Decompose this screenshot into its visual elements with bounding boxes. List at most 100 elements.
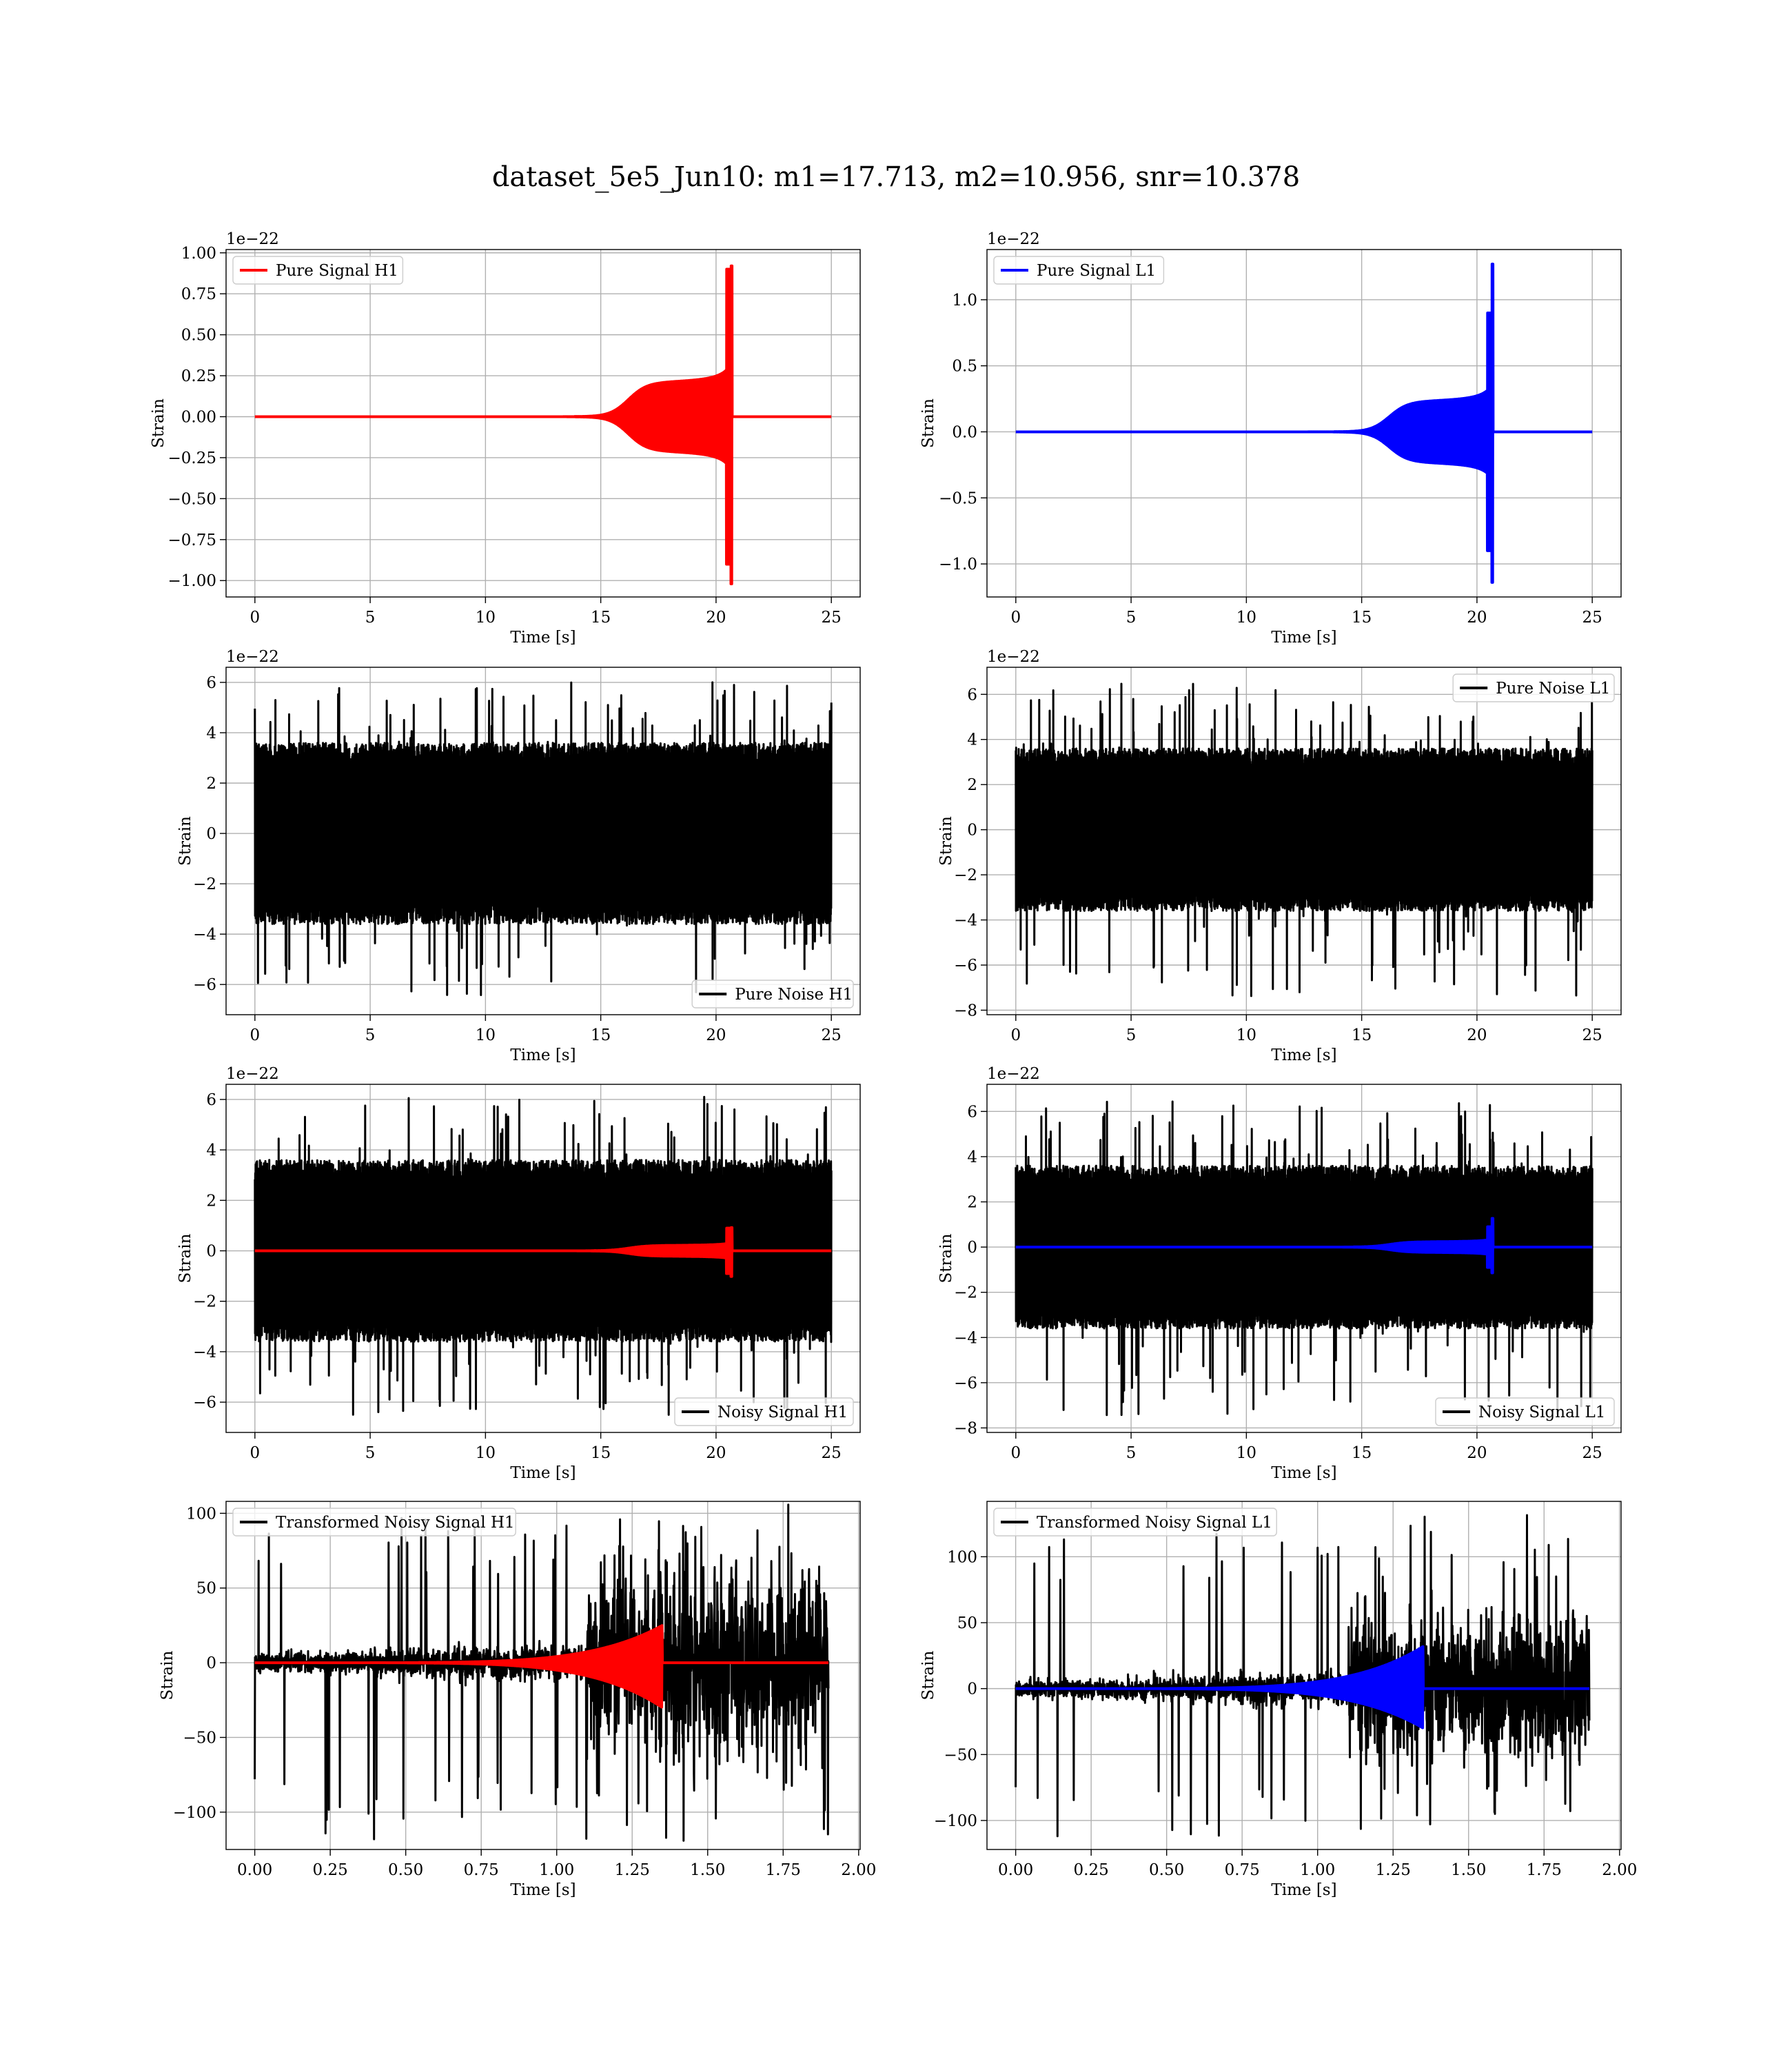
- x-tick-label: 25: [1582, 609, 1602, 627]
- subplots: 0 5 10 15 20 25−1.00−0.75−0.50−0.250.000.250.…: [150, 230, 1637, 1899]
- y-tick-label: 2: [967, 776, 977, 794]
- y-tick-label: −2: [193, 875, 216, 893]
- x-tick-label: 0: [1010, 609, 1021, 627]
- y-tick-label: 0.0: [952, 423, 977, 441]
- series-trans-h1-overlay-1: [254, 1624, 830, 1709]
- y-axis-label: Strain: [919, 398, 937, 448]
- y-tick-label: −100: [934, 1812, 977, 1830]
- x-axis-label: Time [s]: [1271, 629, 1336, 647]
- x-tick-label: 0.75: [1225, 1861, 1260, 1879]
- series-pure-signal-l1: [1015, 263, 1594, 584]
- y-tick-label: 0: [206, 1243, 216, 1261]
- x-tick-label: 15: [1352, 609, 1372, 627]
- x-tick-label: 0.50: [1149, 1861, 1184, 1879]
- y-tick-label: −0.25: [168, 449, 216, 467]
- legend-box: [674, 1397, 854, 1426]
- legend: Pure Signal H1: [232, 256, 404, 285]
- x-tick-label: 5: [1126, 1026, 1137, 1044]
- x-tick-label: 2.00: [1602, 1861, 1637, 1879]
- x-tick-label: 15: [591, 1444, 611, 1462]
- y-tick-label: −6: [954, 957, 977, 975]
- x-tick-label: 5: [365, 1444, 376, 1462]
- plot-area: [1015, 1100, 1594, 1417]
- legend-box: [232, 1508, 516, 1537]
- y-tick-label: 0.25: [181, 367, 216, 385]
- x-tick-label: 10: [476, 609, 496, 627]
- x-tick-label: 25: [1582, 1444, 1602, 1462]
- x-axis-label: Time [s]: [1271, 1046, 1336, 1064]
- series-trans-l1-overlay-1: [1015, 1645, 1591, 1730]
- legend-box: [1452, 673, 1615, 702]
- y-tick-label: 50: [196, 1580, 216, 1598]
- x-tick-label: 0.00: [237, 1861, 272, 1879]
- y-tick-label: 6: [206, 1091, 216, 1109]
- y-tick-label: 2: [206, 775, 216, 793]
- y-offset-text: 1e−22: [987, 230, 1040, 248]
- y-tick-label: −4: [954, 912, 977, 930]
- y-tick-label: −4: [954, 1329, 977, 1347]
- subplot-pure-l1: 0 5 10 15 20 25 −1.0 −0.5 0.0 0.5 1.0 Time [s] Strai…: [919, 230, 1622, 647]
- y-axis-label: Strain: [150, 398, 167, 448]
- legend-label: Noisy Signal L1: [1478, 1403, 1605, 1421]
- legend-box: [993, 1508, 1277, 1537]
- plot-area: [1015, 682, 1594, 997]
- x-tick-label: 0.00: [998, 1861, 1033, 1879]
- y-tick-label: −6: [954, 1375, 977, 1392]
- y-offset-text: 1e−22: [226, 230, 279, 248]
- y-tick-label: 0: [206, 825, 216, 843]
- x-tick-label: 15: [591, 1026, 611, 1044]
- y-tick-label: 0: [967, 1681, 977, 1699]
- x-tick-label: 20: [706, 1444, 726, 1462]
- y-tick-label: −1.00: [168, 572, 216, 590]
- legend-box: [993, 256, 1165, 285]
- y-tick-label: 0.5: [952, 358, 977, 376]
- legend-box: [232, 256, 404, 285]
- y-tick-label: −0.5: [939, 489, 977, 507]
- y-tick-label: 100: [186, 1505, 216, 1523]
- y-tick-label: 0: [967, 1239, 977, 1257]
- axes-frame: [986, 1084, 1622, 1433]
- axes-frame: [986, 1501, 1622, 1850]
- x-tick-label: 20: [1467, 609, 1487, 627]
- subplot-trans-h1: 0.00 0.25 0.50 0.75 1.00 1.25 1.50 1.75 2.00 −100…: [159, 1501, 876, 1899]
- y-tick-label: −8: [954, 1419, 977, 1437]
- series-pure-signal-h1: [254, 264, 833, 585]
- x-tick-label: 1.75: [1527, 1861, 1562, 1879]
- y-tick-label: −4: [193, 1344, 216, 1361]
- x-tick-label: 1.25: [615, 1861, 650, 1879]
- y-tick-label: 4: [967, 1148, 977, 1166]
- y-tick-label: 50: [957, 1614, 977, 1632]
- y-tick-label: 6: [206, 674, 216, 692]
- plot-area: [254, 264, 833, 585]
- y-tick-label: −1.0: [939, 556, 977, 574]
- x-axis-label: Time [s]: [510, 1881, 576, 1899]
- x-tick-label: 25: [822, 1444, 842, 1462]
- y-tick-label: −4: [193, 926, 216, 944]
- y-tick-label: −50: [183, 1729, 216, 1747]
- x-tick-label: 0: [250, 1026, 260, 1044]
- y-tick-label: −0.75: [168, 531, 216, 549]
- grid: [226, 250, 860, 597]
- legend: Pure Noise L1: [1452, 673, 1615, 702]
- y-tick-label: −6: [193, 976, 216, 994]
- y-tick-label: −6: [193, 1394, 216, 1412]
- plot-area: [254, 681, 833, 996]
- legend: Pure Signal L1: [993, 256, 1165, 285]
- y-tick-label: 0.50: [181, 327, 216, 345]
- plot-area: [254, 1095, 833, 1416]
- x-tick-label: 20: [1467, 1444, 1487, 1462]
- y-tick-label: 0: [206, 1654, 216, 1672]
- axes-frame: [225, 1501, 861, 1850]
- x-tick-label: 25: [822, 609, 842, 627]
- y-offset-text: 1e−22: [987, 1065, 1040, 1083]
- y-tick-label: 100: [947, 1548, 977, 1566]
- y-tick-label: −50: [944, 1746, 977, 1764]
- y-tick-label: 6: [967, 1103, 977, 1121]
- x-tick-label: 15: [1352, 1444, 1372, 1462]
- y-tick-label: −2: [193, 1293, 216, 1311]
- legend-label: Pure Noise H1: [735, 986, 853, 1004]
- legend: Noisy Signal L1: [1435, 1397, 1615, 1426]
- y-tick-label: 6: [967, 686, 977, 704]
- series-noisy-signal-h1: [254, 1095, 833, 1416]
- x-tick-label: 25: [822, 1026, 842, 1044]
